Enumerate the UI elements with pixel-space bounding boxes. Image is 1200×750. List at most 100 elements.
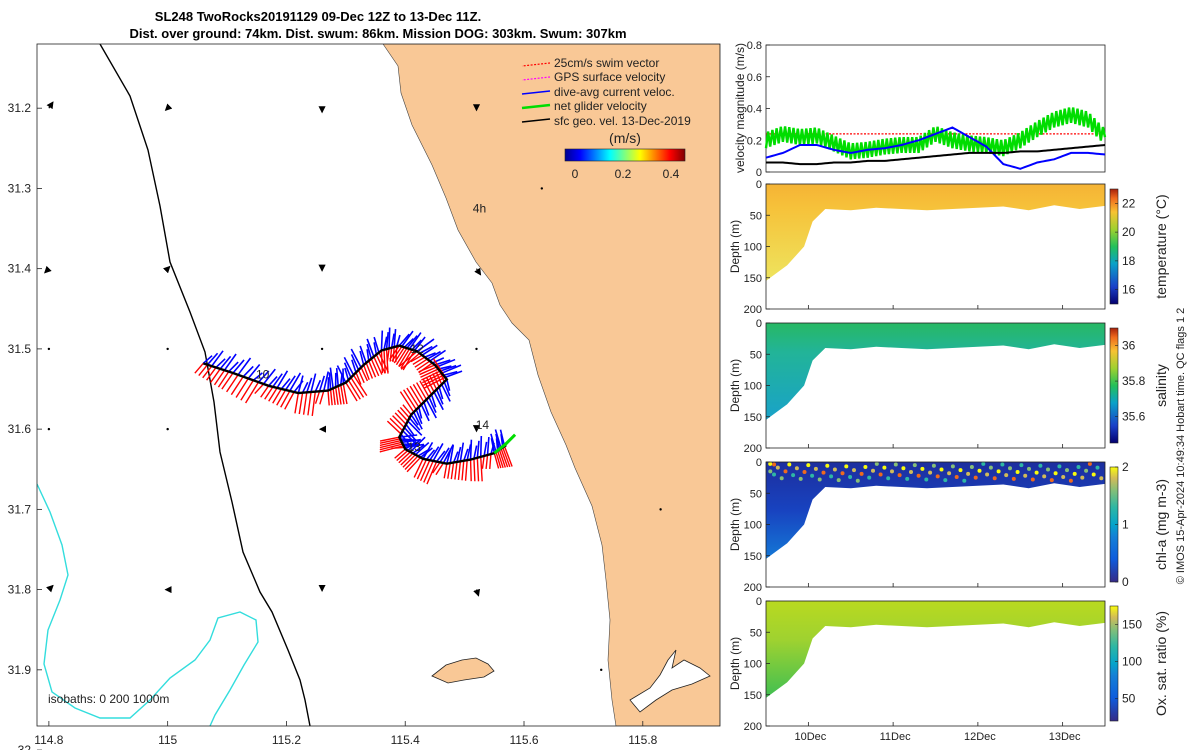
current-vector — [424, 352, 436, 358]
geo-vector-dot — [540, 187, 544, 190]
geo-vector-dot — [320, 347, 324, 351]
swim-vector — [379, 443, 403, 451]
section-y-tick-label: 100 — [744, 242, 762, 254]
current-vector — [228, 361, 239, 373]
swim-vector — [198, 364, 209, 376]
section-y-tick-label: 100 — [744, 520, 762, 532]
swim-vector — [373, 356, 383, 375]
chla-sample-dot — [928, 470, 933, 475]
chla-sample-dot — [886, 476, 891, 481]
current-vector — [328, 372, 332, 390]
current-vector — [395, 334, 401, 347]
legend-swatch-current — [521, 90, 551, 95]
current-vector — [310, 373, 317, 393]
section-x-tick-label: 13Dec — [1049, 731, 1081, 743]
swim-vector — [391, 446, 405, 449]
swim-vector — [284, 391, 295, 410]
chla-sample-dot — [1011, 476, 1016, 481]
track-day-label: 13 — [407, 440, 421, 454]
swim-vector — [419, 366, 437, 376]
chla-sample-dot — [783, 469, 788, 474]
current-vector — [327, 377, 330, 391]
geo-vector-dot — [166, 347, 169, 351]
current-vector — [202, 355, 213, 364]
current-vector — [422, 441, 434, 460]
velocity-panel: 0 0.2 0.4 0.6 0.8 velocity magnitude (m/s) — [733, 40, 1107, 179]
swim-vector — [294, 392, 300, 414]
chla-sample-dot — [817, 477, 822, 482]
current-vector — [456, 446, 462, 463]
chla-sample-dot — [1099, 476, 1104, 481]
map-annotations: 10 12 13 14 4h — [256, 201, 489, 453]
map-x-tick-label: 115.4 — [391, 733, 420, 747]
swim-vector — [314, 391, 321, 404]
current-vector — [343, 362, 352, 378]
current-vector — [466, 444, 472, 461]
velocity-series-net — [764, 107, 1107, 160]
chla-sample-dot — [977, 468, 982, 473]
velocity-series — [764, 107, 1107, 170]
chla-sample-dot — [893, 462, 898, 467]
map-y-tick-label: 31.5 — [8, 342, 32, 356]
swim-vector — [423, 460, 434, 483]
chla-sample-dot — [855, 478, 860, 483]
chla-sample-dot — [794, 466, 799, 471]
current-vector — [418, 406, 423, 419]
speed-colorbar-ticks: 0 0.2 0.4 — [572, 167, 680, 181]
swim-vector — [298, 392, 304, 415]
velocity-y-tick-label: 0.4 — [747, 104, 762, 116]
chla-sample-dot — [825, 463, 830, 468]
current-vector — [411, 339, 422, 351]
glider-track-layer — [194, 327, 517, 485]
estuary-outline — [629, 649, 711, 713]
swim-vector — [221, 372, 234, 390]
chla-sample-dot — [1030, 477, 1035, 482]
section-colorbar-tick-label: 18 — [1122, 254, 1136, 268]
current-vector — [272, 373, 283, 388]
map-y-tick-label: 31.7 — [8, 502, 32, 516]
chla-sample-dot — [939, 467, 944, 472]
swim-vector — [418, 364, 436, 373]
chla-sample-dot — [1053, 471, 1058, 476]
chla-sample-dot — [863, 465, 868, 469]
velocity-y-tick-label: 0.2 — [747, 135, 762, 147]
geo-vector-arrow — [46, 584, 54, 593]
current-vector — [479, 435, 483, 457]
current-vector — [435, 389, 444, 405]
section-y-tick-label: 100 — [744, 381, 762, 393]
swim-vector — [396, 450, 409, 462]
current-vector — [410, 414, 419, 426]
current-vector — [322, 371, 330, 392]
swim-vector — [414, 358, 428, 368]
chla-sample-dot — [859, 471, 864, 476]
swim-vector — [210, 368, 221, 383]
chla-sample-dot — [931, 463, 936, 468]
chla-sample-dot — [871, 468, 875, 473]
legend-swatch-swim — [521, 62, 551, 67]
legend-label-current: dive-avg current veloc. — [554, 85, 675, 99]
section-y-tick-label: 50 — [750, 210, 762, 222]
current-vector — [215, 358, 226, 369]
section-colorbar-tick-label: 35.8 — [1122, 374, 1146, 388]
swim-vector — [422, 378, 433, 395]
section-field — [766, 184, 1105, 281]
current-vector — [301, 381, 309, 394]
current-vector — [398, 333, 410, 347]
swim-vector — [416, 459, 428, 480]
geo-vector-arrow — [473, 588, 481, 597]
current-vector — [404, 440, 417, 450]
chla-sample-dot — [813, 466, 818, 471]
section-y-tick-label: 50 — [750, 349, 762, 361]
current-vector — [446, 449, 452, 464]
current-vector — [469, 439, 473, 460]
swim-vector — [425, 376, 435, 393]
section-y-tick-label: 200 — [744, 721, 762, 733]
swim-vector — [385, 349, 389, 374]
current-vector — [417, 449, 429, 457]
current-vector — [408, 417, 421, 431]
map-x-tick-label: 115.2 — [272, 733, 301, 747]
legend-label-swim: 25cm/s swim vector — [554, 56, 659, 70]
coastline-land — [382, 44, 720, 726]
chla-sample-dot — [1027, 466, 1031, 471]
